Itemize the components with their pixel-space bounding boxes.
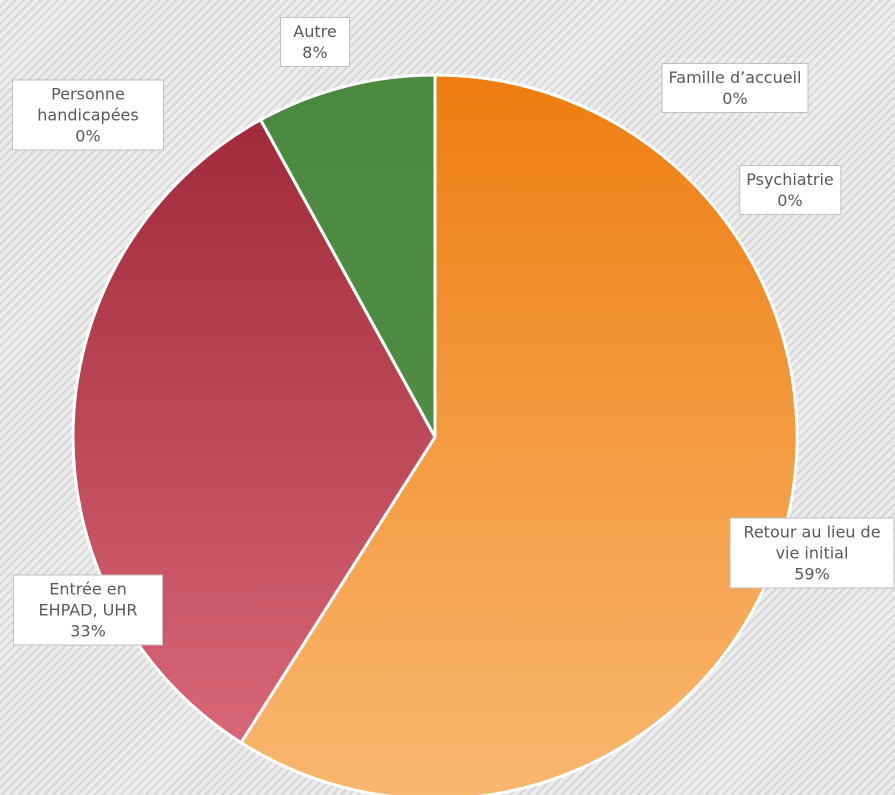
data-label: Famille d’accueil 0% (661, 63, 809, 113)
label-value: 0% (75, 126, 101, 146)
label-value: 0% (777, 191, 803, 210)
label-value: 33% (70, 621, 106, 641)
label-value: 8% (302, 43, 328, 62)
label-name: Entrée en EHPAD, UHR (38, 579, 138, 620)
label-name: Retour au lieu de vie initial (743, 522, 881, 563)
label-value: 59% (794, 564, 830, 584)
data-label: Personne handicapées 0% (12, 79, 164, 151)
label-value: 0% (722, 89, 748, 108)
data-label: Retour au lieu de vie initial 59% (729, 517, 895, 589)
data-label: Entrée en EHPAD, UHR 33% (13, 574, 163, 646)
label-name: Personne handicapées (37, 84, 139, 125)
pie-slice (259, 73, 437, 439)
label-name: Psychiatrie (746, 170, 834, 189)
label-name: Autre (293, 22, 337, 41)
label-name: Famille d’accueil (668, 68, 802, 87)
data-label: Autre 8% (280, 17, 350, 67)
data-label: Psychiatrie 0% (739, 165, 841, 215)
